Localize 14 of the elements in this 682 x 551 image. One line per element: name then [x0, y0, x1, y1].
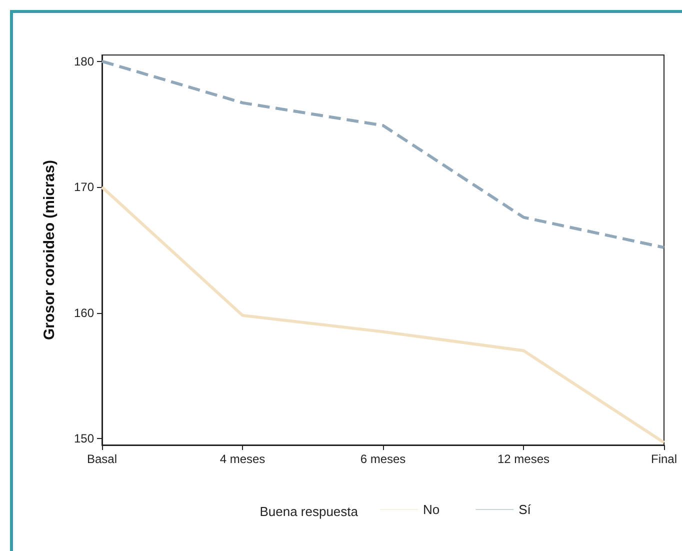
x-tick-label: Basal	[86, 452, 118, 466]
legend-label: Sí	[518, 502, 532, 517]
x-tick-label: 6 meses	[360, 452, 406, 466]
y-tick-label: 170	[74, 180, 94, 194]
y-tick-label: 160	[74, 306, 94, 320]
x-tick-label: 4 meses	[220, 452, 266, 466]
line-series	[100, 60, 666, 249]
x-tick-label: Final	[650, 452, 678, 466]
legend-label: No	[423, 502, 440, 517]
y-tick-label: 150	[74, 432, 94, 446]
x-tick-label: 12 meses	[497, 452, 550, 466]
y-axis-title: Grosor coroideo (micras)	[41, 160, 58, 340]
y-tick-label: 180	[74, 54, 94, 68]
legend-title: Buena respuesta	[260, 504, 359, 519]
